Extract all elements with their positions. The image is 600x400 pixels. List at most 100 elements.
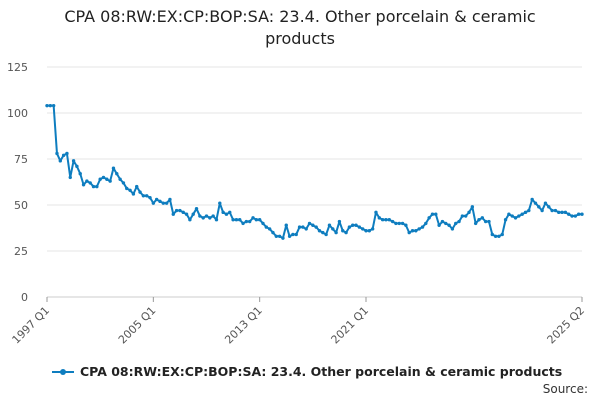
data-point <box>513 216 518 220</box>
data-point <box>274 234 278 238</box>
data-point <box>510 214 514 218</box>
data-point <box>111 166 116 170</box>
data-point <box>178 208 182 213</box>
series-layer <box>45 103 584 240</box>
x-tick-label: 2021 Q1 <box>329 304 372 347</box>
data-point <box>204 214 209 218</box>
data-point <box>567 212 571 216</box>
data-point <box>314 225 318 229</box>
data-point <box>553 208 558 213</box>
y-tick-label: 50 <box>14 199 28 212</box>
data-point <box>68 175 72 180</box>
series-line <box>47 104 582 240</box>
data-point <box>390 219 395 224</box>
data-point <box>248 219 252 224</box>
data-point <box>228 210 232 215</box>
data-point <box>321 230 325 235</box>
data-point <box>344 230 348 235</box>
data-point <box>354 223 358 227</box>
data-point <box>71 159 76 163</box>
data-point <box>370 227 375 231</box>
data-point <box>264 225 269 229</box>
data-point <box>560 210 564 215</box>
data-point <box>75 164 79 169</box>
data-point <box>347 225 352 229</box>
data-point <box>394 221 398 226</box>
data-point <box>324 232 328 237</box>
gridlines <box>47 66 582 298</box>
data-point <box>437 223 441 227</box>
data-point <box>201 216 205 220</box>
data-point <box>537 205 541 209</box>
data-point <box>304 227 308 231</box>
data-point <box>254 218 259 222</box>
data-point <box>151 201 156 205</box>
data-point <box>191 212 195 216</box>
data-point <box>65 151 69 156</box>
data-point <box>291 232 295 237</box>
data-point <box>95 184 99 189</box>
data-point <box>327 223 332 227</box>
data-point <box>257 218 262 222</box>
data-point <box>234 218 239 222</box>
data-point <box>91 184 96 189</box>
data-point <box>377 216 381 220</box>
legend-label: CPA 08:RW:EX:CP:BOP:SA: 23.4. Other porc… <box>80 364 563 379</box>
data-point <box>503 218 508 222</box>
data-point <box>287 234 292 238</box>
data-point <box>450 227 455 231</box>
data-point <box>214 218 219 222</box>
data-point <box>224 212 229 216</box>
data-point <box>487 219 491 224</box>
data-point <box>221 210 225 215</box>
data-point <box>493 234 498 238</box>
chart-title: CPA 08:RW:EX:CP:BOP:SA: 23.4. Other porc… <box>64 7 536 48</box>
data-point <box>141 194 146 198</box>
x-tick-label: 2025 Q2 <box>545 304 588 347</box>
data-point <box>540 208 544 213</box>
data-point <box>467 210 471 215</box>
data-point <box>430 212 435 216</box>
data-point <box>410 229 415 233</box>
data-point <box>238 218 242 222</box>
data-point <box>420 225 425 229</box>
data-point <box>454 221 458 226</box>
data-point <box>557 210 561 215</box>
data-point <box>570 214 574 218</box>
data-point <box>473 221 478 226</box>
data-point <box>337 219 342 224</box>
data-point <box>58 159 62 163</box>
data-point <box>387 218 391 222</box>
data-point <box>125 186 129 191</box>
data-point <box>138 190 142 194</box>
data-point <box>164 201 169 205</box>
data-point <box>360 227 365 231</box>
data-point <box>397 221 401 226</box>
x-axis-ticks: 1997 Q1 2005 Q1 2013 Q1 2021 Q1 2025 Q2 <box>10 297 588 347</box>
legend: CPA 08:RW:EX:CP:BOP:SA: 23.4. Other porc… <box>52 364 562 379</box>
data-point <box>384 218 388 222</box>
data-point <box>457 219 461 224</box>
x-tick-label: 1997 Q1 <box>10 304 53 347</box>
data-point <box>380 218 385 222</box>
y-tick-label: 75 <box>14 153 28 166</box>
data-point <box>55 151 59 156</box>
data-point <box>48 103 53 108</box>
y-tick-label: 25 <box>14 245 28 258</box>
data-point <box>188 218 192 222</box>
data-point <box>284 223 288 227</box>
data-point <box>507 212 511 216</box>
data-point <box>118 177 122 181</box>
data-point <box>174 208 179 213</box>
data-point <box>128 188 132 192</box>
data-point <box>520 212 524 216</box>
data-point <box>440 219 445 224</box>
data-point <box>45 103 49 108</box>
data-point <box>144 194 149 198</box>
source-label: Source: <box>542 382 588 396</box>
data-point <box>277 234 282 238</box>
data-point <box>523 210 528 215</box>
data-point <box>580 212 584 216</box>
data-point <box>115 172 119 176</box>
